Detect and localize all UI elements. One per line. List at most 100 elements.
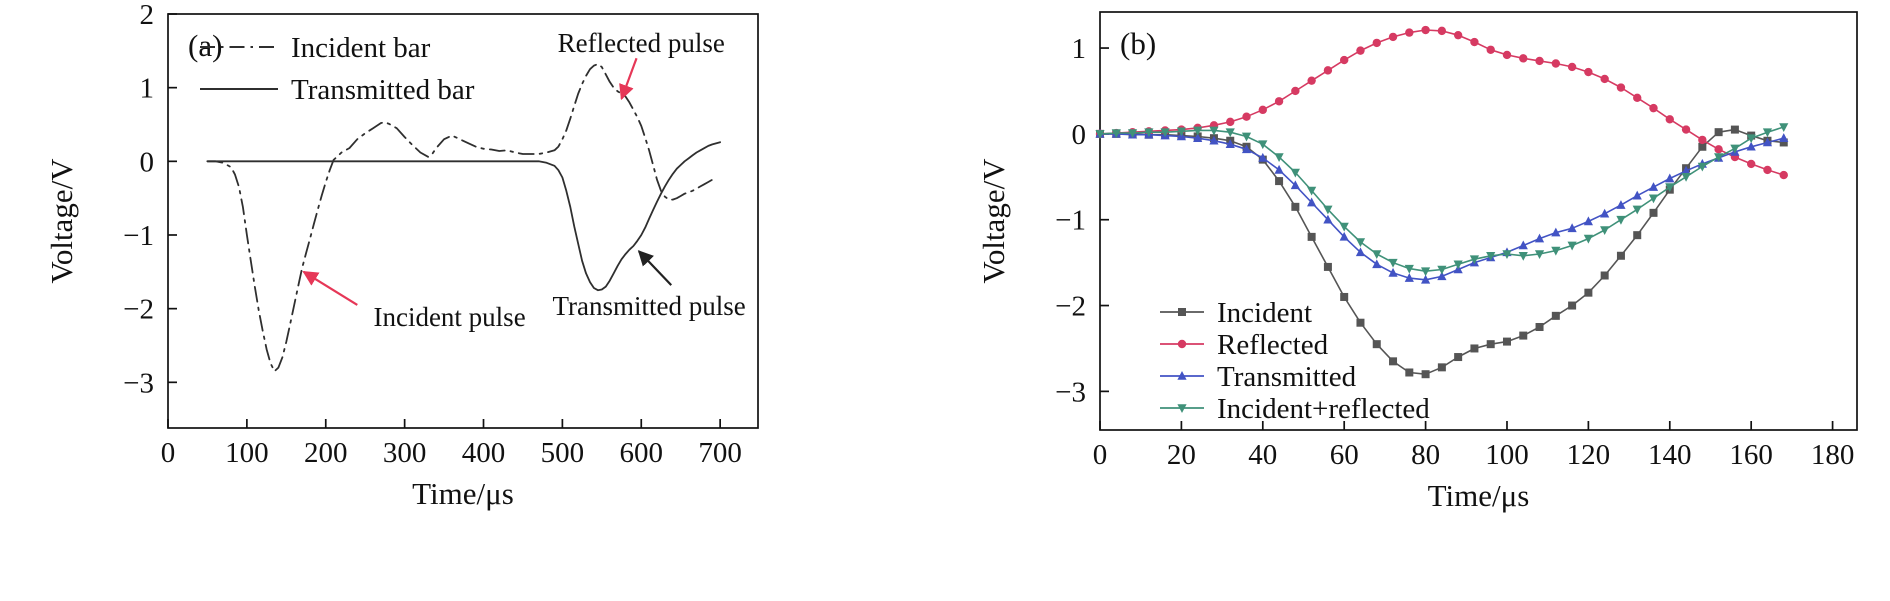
series-marker [1404,264,1414,274]
x-tick-label: 200 [304,437,348,469]
y-tick-label: −3 [123,367,154,399]
series-marker [1486,251,1496,261]
series-marker [1226,117,1235,127]
annotation-text: Incident pulse [373,302,525,332]
legend: Incident bar Transmitted bar [200,32,475,106]
series-marker [1535,323,1544,332]
series-marker [1421,25,1430,35]
series-marker [1209,135,1219,145]
series-marker [1291,86,1300,96]
series-marker [1600,271,1609,280]
series-marker [1649,103,1658,113]
panel-label: (a) [188,28,222,63]
series-marker [1470,37,1479,47]
series-marker [1534,233,1545,243]
y-axis-label: Voltage/V [976,158,1011,284]
x-tick-label: 300 [383,437,427,469]
series-marker [1274,97,1284,106]
series-marker [1372,259,1382,269]
series-transmitted-bar [206,141,721,292]
x-tick-label: 140 [1648,439,1692,471]
x-tick-label: 500 [541,437,585,469]
x-tick-label: 0 [1093,439,1108,471]
series-incident-reflected [1095,123,1789,277]
series-marker [1290,168,1300,178]
series-marker [1307,197,1317,207]
x-tick-label: 40 [1248,439,1277,471]
y-tick-label: 0 [140,146,155,178]
series-marker [1698,135,1707,145]
annotation-arrow-icon [302,270,358,306]
series-line [206,63,714,373]
series-marker [1502,337,1511,346]
series-marker [1323,214,1333,224]
legend-item: Incident+reflected [1160,393,1430,425]
legend-marker-square-icon [1178,308,1186,316]
series-marker [1274,164,1284,174]
series-marker [1404,273,1414,282]
series-marker [1241,132,1252,142]
series-marker [1567,223,1577,233]
series-marker [1225,128,1235,138]
series-marker [1209,126,1219,136]
series-marker [1111,129,1121,139]
x-tick-label: 20 [1167,439,1196,471]
series-marker [1355,238,1366,248]
series-marker [1551,59,1561,68]
annotation-reflected-pulse: Reflected pulse [558,28,725,101]
legend-label: Incident bar [291,32,431,64]
series-marker [1583,234,1593,244]
annotation-transmitted-pulse: Transmitted pulse [553,250,746,321]
series-marker [1356,46,1365,55]
y-tick-label: 1 [1072,33,1087,65]
series-marker [1258,105,1267,115]
legend-item: Transmitted [1160,361,1357,393]
series-marker [1616,83,1626,92]
series-marker [1730,125,1739,134]
series-marker [1388,32,1398,42]
legend-label: Incident+reflected [1217,393,1430,425]
series-marker [1551,227,1561,237]
series-marker [1568,301,1577,310]
series-marker [1437,265,1447,275]
y-tick-label: −2 [123,294,154,326]
series-marker [1291,202,1300,211]
series-line [1099,29,1785,176]
series-marker [1746,141,1756,151]
legend-item: Transmitted bar [200,74,475,106]
legend-item: Incident bar [200,32,431,64]
series-marker [1339,55,1349,65]
series-reflected [1095,25,1788,180]
series-marker [1714,145,1723,154]
x-tick-label: 700 [698,437,742,469]
series-marker [1632,190,1642,200]
series-marker [1274,153,1284,163]
series-marker [1648,182,1659,191]
series-marker [1307,186,1317,196]
series-marker [1535,56,1544,66]
x-tick-label: 80 [1411,439,1440,471]
series-marker [1519,331,1528,340]
series-marker [1502,250,1512,260]
y-axis-label: Voltage/V [44,158,79,284]
series-marker [1388,258,1398,268]
series-marker [1616,215,1626,225]
series-marker [1762,137,1773,147]
series-marker [1665,183,1675,193]
series-marker [1534,250,1545,260]
y-tick-label: −1 [123,220,154,252]
series-marker [1633,93,1642,103]
series-marker [1355,247,1366,257]
series-marker [1241,144,1252,154]
series-marker [1275,177,1284,186]
series-marker [1584,288,1593,297]
legend-item: Reflected [1160,329,1329,361]
series-marker [1648,194,1659,204]
series-marker [1567,62,1577,72]
series-marker [1763,165,1772,175]
series-marker [1649,208,1658,217]
series-marker [1779,138,1788,147]
legend-label: Transmitted [1217,361,1357,393]
series-marker [1665,115,1674,124]
series-marker [1127,129,1138,139]
